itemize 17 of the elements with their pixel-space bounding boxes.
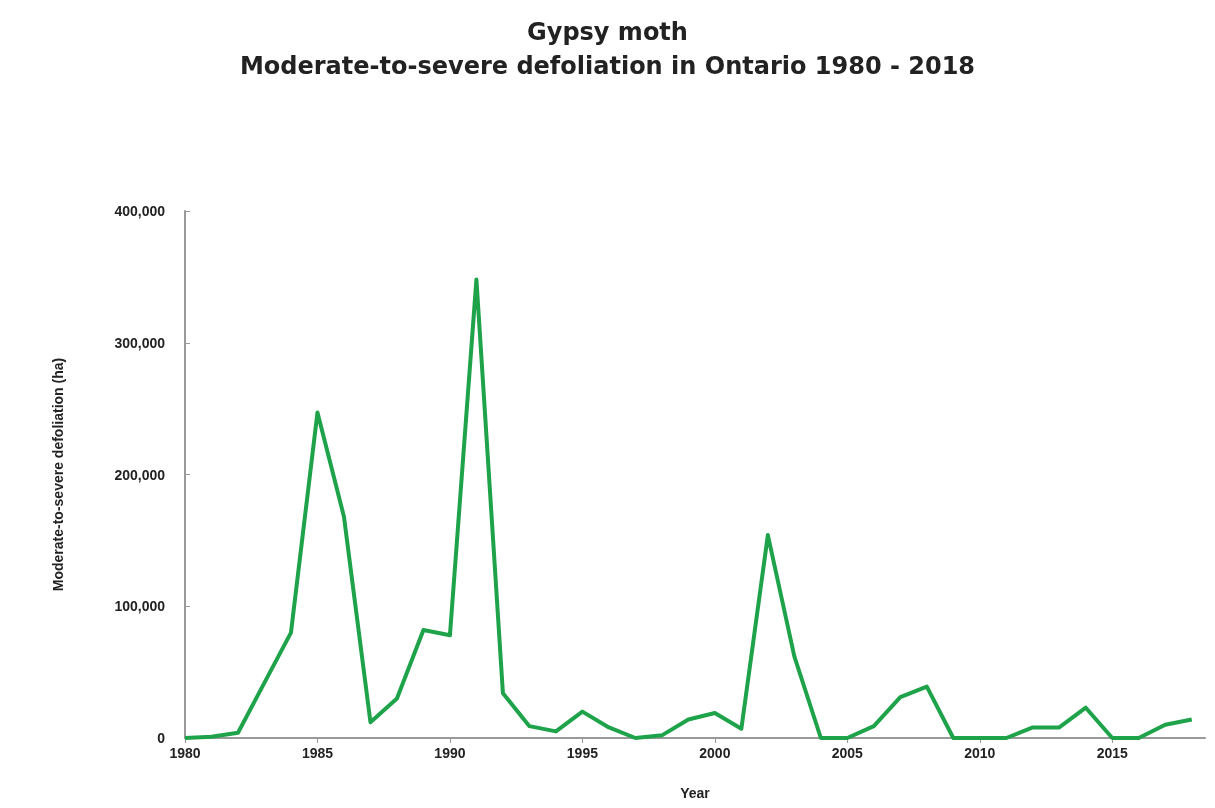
x-tick-label: 1980 <box>169 745 201 761</box>
y-axis-title: Moderate-to-severe defoliation (ha) <box>50 357 66 592</box>
y-tick-label: 300,000 <box>114 334 166 351</box>
x-tick-label: 2015 <box>1096 745 1129 761</box>
x-axis-title: Year <box>680 785 711 801</box>
y-tick-label: 200,000 <box>114 466 166 483</box>
x-tick-label: 1990 <box>434 745 466 761</box>
y-tick-label: 0 <box>157 730 166 746</box>
x-tick-label: 1995 <box>566 745 599 761</box>
x-tick-label: 2010 <box>964 745 996 761</box>
line-series <box>183 277 1194 740</box>
x-tick-label: 2005 <box>831 745 864 761</box>
y-tick-label: 100,000 <box>114 598 166 615</box>
chart-title: Gypsy moth Moderate-to-severe defoliation in Ontario 1980 - 2018 <box>239 18 976 80</box>
x-tick-label: 1985 <box>301 745 334 761</box>
y-tick-label: 400,000 <box>114 203 166 219</box>
x-tick-label: 2000 <box>699 745 731 761</box>
